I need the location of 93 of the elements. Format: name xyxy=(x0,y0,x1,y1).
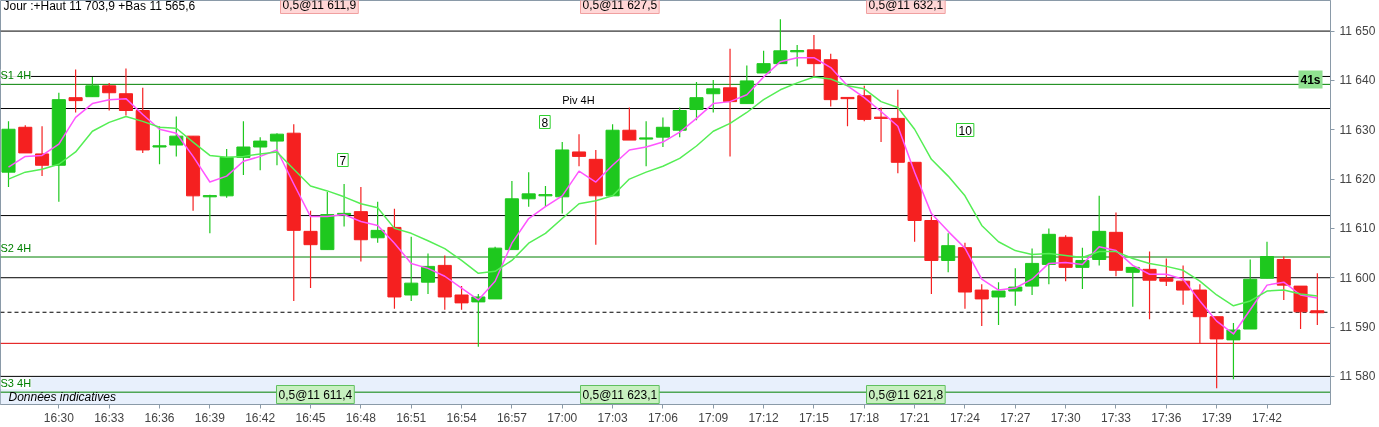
ref-line-label: S3 4H xyxy=(0,377,32,390)
x-tick-label: 17:39 xyxy=(1201,410,1232,425)
candlestick xyxy=(1176,264,1191,306)
candlestick xyxy=(35,125,50,177)
candlestick xyxy=(420,252,436,295)
x-tick-label: 16:42 xyxy=(245,410,276,425)
y-tick-label: 11 620 xyxy=(1339,172,1376,187)
candlestick xyxy=(739,65,754,105)
x-tick-label: 17:03 xyxy=(597,410,628,425)
candlestick xyxy=(991,281,1006,326)
candlestick xyxy=(840,96,855,127)
candlestick xyxy=(756,50,771,74)
candlestick xyxy=(571,133,587,167)
candlestick xyxy=(521,171,536,208)
candlestick xyxy=(202,194,217,234)
candlestick xyxy=(941,232,956,273)
candlestick xyxy=(269,132,285,166)
candlestick xyxy=(1259,241,1275,279)
annotation: 0,5@11 611,9 xyxy=(282,0,357,12)
candlestick xyxy=(169,115,184,157)
candlestick xyxy=(857,85,872,122)
candlestick xyxy=(672,106,687,138)
x-tick-label: 16:57 xyxy=(496,410,528,425)
chart-title: Jour :+Haut 11 703,9 +Bas 11 565,6 xyxy=(3,0,196,13)
annotation: 0,5@11 621,8 xyxy=(868,387,944,402)
annotation: 0,5@11 627,5 xyxy=(582,0,658,12)
annotation: 0,5@11 632,1 xyxy=(868,0,944,12)
x-tick-label: 17:24 xyxy=(949,410,981,425)
x-tick-label: 16:51 xyxy=(396,410,427,425)
x-tick-label: 16:36 xyxy=(144,410,175,425)
x-tick-label: 16:30 xyxy=(43,410,75,425)
candlestick xyxy=(806,34,821,77)
x-tick-label: 17:06 xyxy=(647,410,679,425)
annotation: Données indicatives xyxy=(8,389,116,404)
candlestick xyxy=(1159,257,1174,287)
candlestick xyxy=(1142,250,1157,320)
candlestick xyxy=(118,67,133,117)
x-tick-label: 17:42 xyxy=(1251,410,1283,425)
candlestick xyxy=(102,82,117,112)
y-tick-label: 11 590 xyxy=(1339,320,1376,335)
x-tick-label: 17:21 xyxy=(899,410,930,425)
x-tick-label: 17:00 xyxy=(547,410,578,425)
candlestick xyxy=(655,116,670,148)
annotation: 41s xyxy=(1300,72,1321,87)
candlestick xyxy=(1226,322,1241,380)
candlestick xyxy=(790,44,805,68)
x-tick-label: 17:36 xyxy=(1151,410,1182,425)
candlestick xyxy=(974,283,989,327)
ref-line-label: S2 4H xyxy=(0,242,32,255)
candlestick xyxy=(538,185,553,208)
y-tick-label: 11 610 xyxy=(1339,221,1376,236)
x-tick-label: 17:27 xyxy=(1000,410,1031,425)
x-tick-label: 17:15 xyxy=(798,410,830,425)
candlestick xyxy=(874,106,889,143)
y-tick-label: 11 630 xyxy=(1339,122,1376,137)
annotation: 7 xyxy=(339,153,347,168)
y-tick-label: 11 600 xyxy=(1339,270,1376,285)
x-tick-label: 16:54 xyxy=(446,410,477,425)
candlestick xyxy=(404,236,419,302)
candlestick xyxy=(689,81,704,121)
annotation: 8 xyxy=(541,115,549,130)
candlestick xyxy=(773,18,788,65)
x-tick-label: 16:45 xyxy=(295,410,326,425)
x-tick-label: 17:18 xyxy=(849,410,880,425)
y-tick-label: 11 650 xyxy=(1339,24,1376,39)
x-tick-label: 17:12 xyxy=(748,410,779,425)
candlestick xyxy=(723,48,738,157)
x-tick-label: 16:48 xyxy=(345,410,377,425)
candlestick xyxy=(1209,316,1224,389)
candlestick xyxy=(253,136,268,171)
annotation: 0,5@11 623,1 xyxy=(582,387,658,402)
x-tick-label: 17:09 xyxy=(698,410,729,425)
candlestick xyxy=(85,76,100,98)
ref-line-label: Piv 4H xyxy=(562,93,595,106)
x-tick-label: 16:39 xyxy=(194,410,226,425)
annotation: 10 xyxy=(958,123,973,138)
x-tick-label: 17:30 xyxy=(1050,410,1081,425)
candlestick xyxy=(639,120,654,167)
candlestick xyxy=(1310,272,1325,326)
y-tick-label: 11 640 xyxy=(1339,73,1376,88)
candlestick xyxy=(706,79,721,114)
candlestick xyxy=(1125,266,1140,308)
candlestick xyxy=(370,201,385,244)
x-tick-label: 17:33 xyxy=(1100,410,1132,425)
y-tick-label: 11 580 xyxy=(1339,369,1376,384)
candlestick xyxy=(622,106,637,141)
candlestick xyxy=(303,210,318,289)
ref-line-label: S1 4H xyxy=(0,69,32,82)
candlestick xyxy=(1025,248,1040,296)
annotation: 0,5@11 611,4 xyxy=(278,387,353,402)
x-tick-label: 16:33 xyxy=(94,410,125,425)
candlestick xyxy=(68,68,83,114)
candlestick xyxy=(454,285,469,311)
